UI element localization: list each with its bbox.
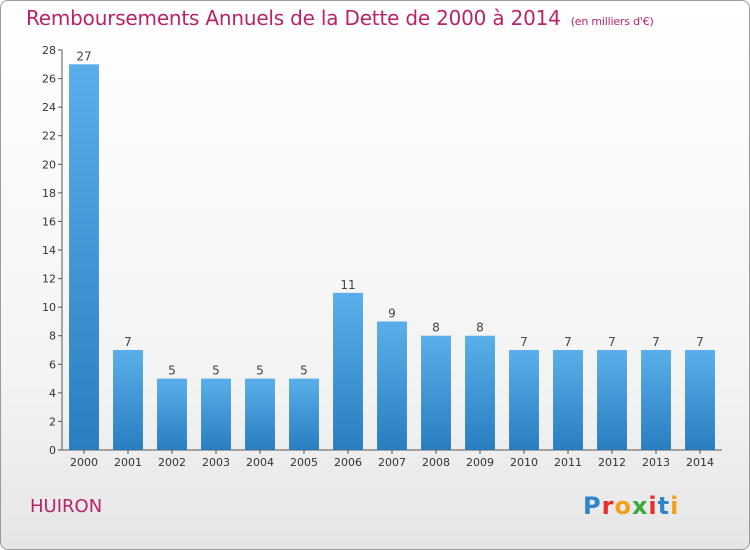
x-tick-label: 2000 xyxy=(70,456,98,469)
x-tick-label: 2012 xyxy=(598,456,626,469)
data-label: 9 xyxy=(388,306,396,320)
x-tick-label: 2005 xyxy=(290,456,318,469)
bar xyxy=(377,321,407,450)
x-tick-label: 2003 xyxy=(202,456,230,469)
title-unit: (en milliers d'€) xyxy=(570,15,654,28)
y-tick-label: 0 xyxy=(49,444,56,457)
x-tick-label: 2011 xyxy=(554,456,582,469)
commune-name: HUIRON xyxy=(30,496,103,517)
data-label: 5 xyxy=(168,364,176,378)
bar xyxy=(113,350,143,450)
y-tick-label: 24 xyxy=(42,101,56,114)
x-tick-label: 2014 xyxy=(686,456,714,469)
data-label: 5 xyxy=(212,364,220,378)
bar xyxy=(69,64,99,451)
y-tick-label: 10 xyxy=(42,301,56,314)
chart-title: Remboursements Annuels de la Dette de 20… xyxy=(26,6,654,30)
data-label: 8 xyxy=(432,321,440,335)
data-label: 7 xyxy=(652,335,660,349)
y-tick-label: 2 xyxy=(49,415,56,428)
x-tick-label: 2009 xyxy=(466,456,494,469)
data-label: 11 xyxy=(340,278,355,292)
bar xyxy=(641,350,671,450)
x-tick-label: 2001 xyxy=(114,456,142,469)
bar xyxy=(597,350,627,450)
data-label: 27 xyxy=(76,49,91,63)
y-tick-label: 12 xyxy=(42,273,56,286)
data-label: 8 xyxy=(476,321,484,335)
proxiti-logo: Proxiti xyxy=(583,492,680,520)
data-label: 5 xyxy=(300,364,308,378)
data-label: 7 xyxy=(520,335,528,349)
data-label: 5 xyxy=(256,364,264,378)
bar xyxy=(685,350,715,450)
x-tick-label: 2013 xyxy=(642,456,670,469)
y-tick-label: 22 xyxy=(42,130,56,143)
data-label: 7 xyxy=(564,335,572,349)
bar xyxy=(465,335,495,450)
y-tick-label: 18 xyxy=(42,187,56,200)
x-tick-label: 2008 xyxy=(422,456,450,469)
y-tick-label: 4 xyxy=(49,387,56,400)
chart-labels: 2000 27 2001 7 2002 5 2003 5 2004 5 2005 5 2006 11 200… xyxy=(70,49,714,469)
y-tick-label: 14 xyxy=(42,244,56,257)
x-tick-label: 2007 xyxy=(378,456,406,469)
x-tick-label: 2006 xyxy=(334,456,362,469)
data-label: 7 xyxy=(124,335,132,349)
x-tick-label: 2010 xyxy=(510,456,538,469)
x-tick-label: 2002 xyxy=(158,456,186,469)
y-tick-label: 20 xyxy=(42,158,56,171)
bar xyxy=(509,350,539,450)
bar xyxy=(553,350,583,450)
x-tick-label: 2004 xyxy=(246,456,274,469)
bar xyxy=(333,292,363,450)
bar xyxy=(201,378,231,450)
data-label: 7 xyxy=(696,335,704,349)
y-tick-label: 16 xyxy=(42,215,56,228)
y-tick-label: 26 xyxy=(42,73,56,86)
chart-bars xyxy=(69,64,715,451)
bar xyxy=(245,378,275,450)
bar xyxy=(289,378,319,450)
y-tick-label: 8 xyxy=(49,330,56,343)
title-text: Remboursements Annuels de la Dette de 20… xyxy=(26,6,561,30)
bar xyxy=(421,335,451,450)
bar xyxy=(157,378,187,450)
y-tick-label: 28 xyxy=(42,44,56,57)
data-label: 7 xyxy=(608,335,616,349)
y-tick-label: 6 xyxy=(49,358,56,371)
